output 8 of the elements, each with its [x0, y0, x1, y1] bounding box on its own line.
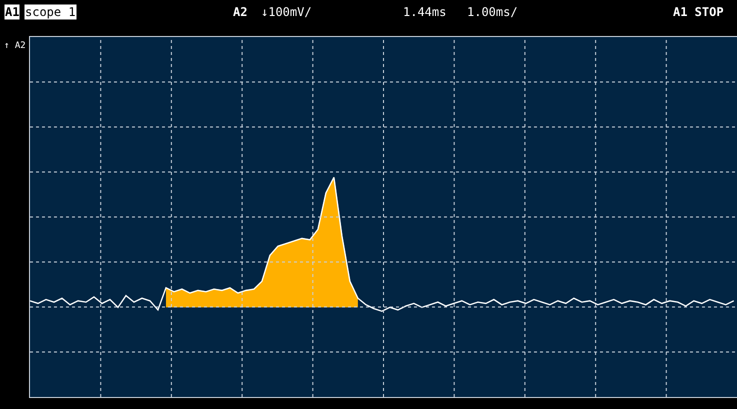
text: 1.44ms: [403, 5, 446, 19]
text: A2: [233, 5, 248, 19]
text: scope 1: [25, 5, 76, 19]
text: ↓100mV/: [261, 5, 312, 19]
text: A1: [5, 5, 20, 19]
text: A1 STOP: [673, 5, 724, 19]
text: ↑ A2: [4, 41, 26, 51]
text: 1.00ms/: [467, 5, 518, 19]
